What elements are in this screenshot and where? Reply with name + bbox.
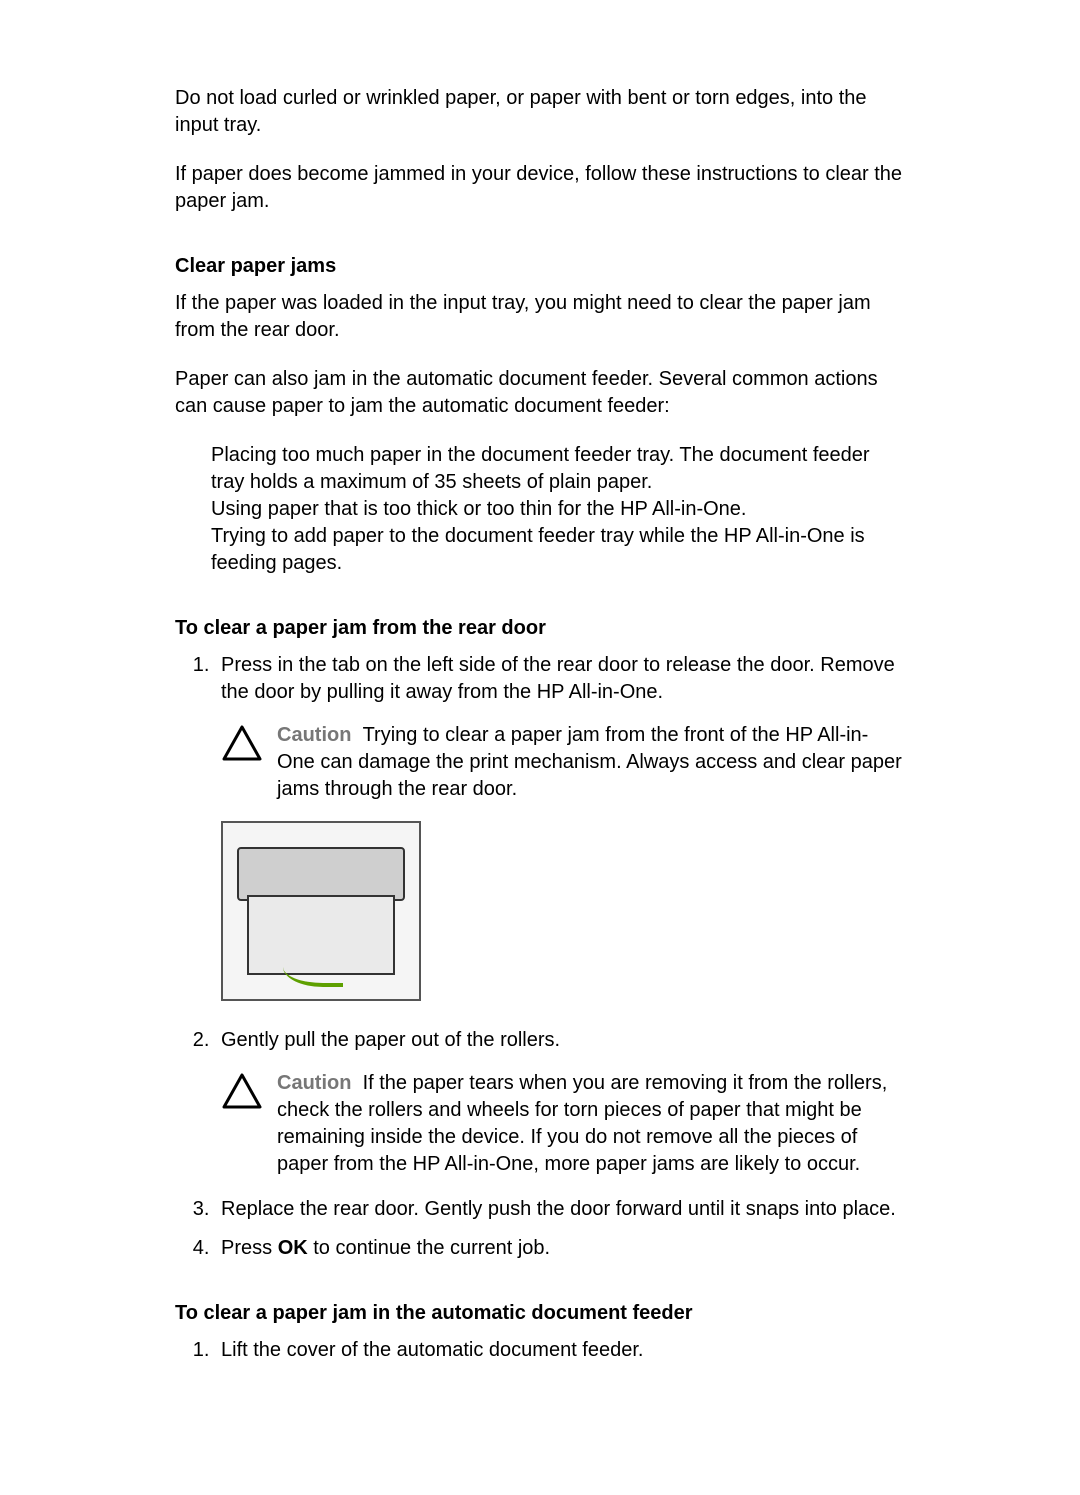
intro-paragraph-2: If paper does become jammed in your devi…: [175, 161, 905, 215]
caution-body: Trying to clear a paper jam from the fro…: [277, 724, 902, 800]
step-4: Press OK to continue the current job.: [215, 1235, 905, 1262]
rear-door-steps: Press in the tab on the left side of the…: [175, 652, 905, 1262]
step-3: Replace the rear door. Gently push the d…: [215, 1196, 905, 1223]
caution-callout-1: Caution Trying to clear a paper jam from…: [221, 722, 905, 803]
release-arrow-icon: [283, 963, 343, 987]
step-4-prefix: Press: [221, 1237, 278, 1259]
adf-steps: Lift the cover of the automatic document…: [175, 1337, 905, 1364]
step-2-text: Gently pull the paper out of the rollers…: [221, 1027, 905, 1054]
caution-icon: [221, 724, 267, 762]
adf-causes-list: Placing too much paper in the document f…: [211, 442, 905, 577]
document-page: Do not load curled or wrinkled paper, or…: [0, 0, 1080, 1495]
printer-illustration: [221, 821, 421, 1001]
clear-paragraph-1: If the paper was loaded in the input tra…: [175, 290, 905, 344]
step-1-text: Press in the tab on the left side of the…: [221, 652, 905, 706]
rear-door-figure: [221, 821, 905, 1001]
intro-paragraph-1: Do not load curled or wrinkled paper, or…: [175, 85, 905, 139]
list-item: Placing too much paper in the document f…: [211, 442, 905, 496]
caution-callout-2: Caution If the paper tears when you are …: [221, 1070, 905, 1178]
list-item: Trying to add paper to the document feed…: [211, 523, 905, 577]
caution-2-text: Caution If the paper tears when you are …: [277, 1070, 905, 1178]
list-item: Using paper that is too thick or too thi…: [211, 496, 905, 523]
heading-adf: To clear a paper jam in the automatic do…: [175, 1300, 905, 1327]
heading-rear-door: To clear a paper jam from the rear door: [175, 615, 905, 642]
ok-button-label: OK: [278, 1237, 308, 1259]
heading-clear-paper-jams: Clear paper jams: [175, 253, 905, 280]
caution-icon: [221, 1072, 267, 1110]
caution-label: Caution: [277, 1072, 351, 1094]
printer-top: [237, 847, 405, 901]
caution-1-text: Caution Trying to clear a paper jam from…: [277, 722, 905, 803]
step-4-suffix: to continue the current job.: [308, 1237, 550, 1259]
step-3-text: Replace the rear door. Gently push the d…: [221, 1196, 905, 1223]
step-1: Press in the tab on the left side of the…: [215, 652, 905, 1001]
step-2: Gently pull the paper out of the rollers…: [215, 1027, 905, 1178]
adf-step-1: Lift the cover of the automatic document…: [215, 1337, 905, 1364]
clear-paragraph-2: Paper can also jam in the automatic docu…: [175, 366, 905, 420]
caution-body: If the paper tears when you are removing…: [277, 1072, 887, 1175]
caution-label: Caution: [277, 724, 351, 746]
adf-step-1-text: Lift the cover of the automatic document…: [221, 1337, 905, 1364]
